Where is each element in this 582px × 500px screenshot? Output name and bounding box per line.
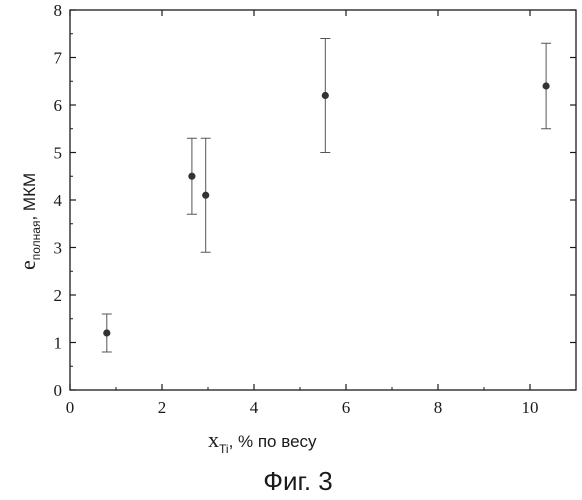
y-tick-label: 6 [54,96,63,115]
x-tick-label: 10 [522,398,539,417]
data-point [202,192,209,199]
y-tick-label: 3 [54,239,63,258]
y-tick-label: 7 [54,49,63,68]
figure-caption: Фиг. 3 [263,466,333,496]
y-axis-title: eполная, МКМ [15,173,43,270]
y-tick-label: 5 [54,144,63,163]
y-tick-label: 1 [54,334,63,353]
data-point [543,82,550,89]
x-tick-label: 0 [66,398,75,417]
x-tick-label: 4 [250,398,259,417]
data-point [188,173,195,180]
y-tick-label: 4 [54,191,63,210]
plot-frame [70,10,576,390]
x-axis-title: xTi, % по весу [208,427,317,456]
y-tick-label: 0 [54,381,63,400]
data-series [102,39,551,353]
y-tick-label: 2 [54,286,63,305]
x-tick-label: 2 [158,398,167,417]
y-tick-label: 8 [54,1,63,20]
x-tick-label: 8 [434,398,443,417]
x-axis: 0 2 4 6 8 10 [66,10,576,417]
x-tick-label: 6 [342,398,351,417]
y-axis: 0 1 2 3 4 5 6 7 8 [54,1,577,400]
data-point [322,92,329,99]
data-point [103,329,110,336]
